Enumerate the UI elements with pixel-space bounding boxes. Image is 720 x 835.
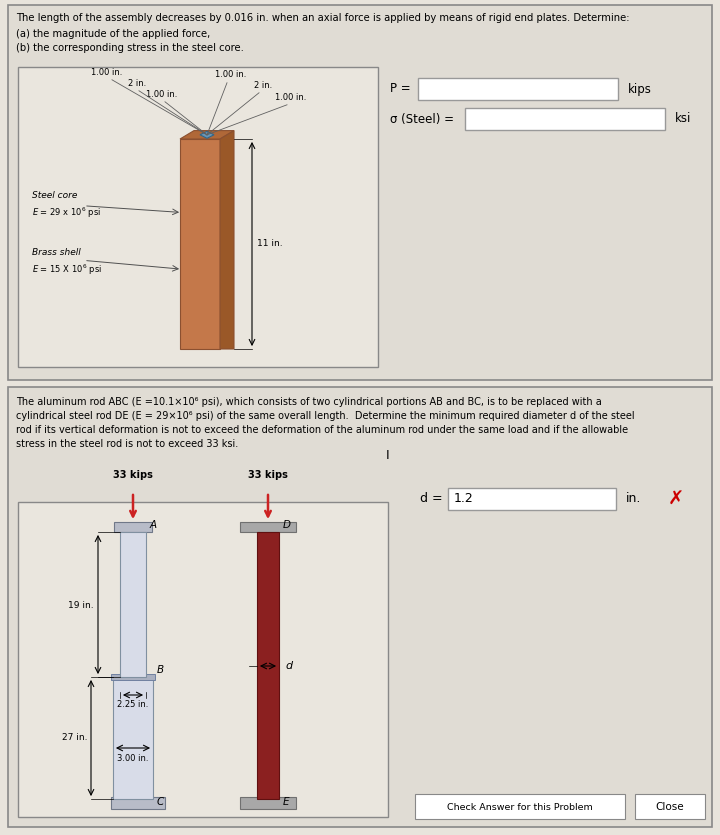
Bar [635, 794, 705, 819]
Bar [113, 677, 153, 799]
Text: 33 kips: 33 kips [113, 470, 153, 480]
Text: 1.00 in.: 1.00 in. [215, 70, 247, 78]
Text: 2 in.: 2 in. [128, 78, 146, 88]
Bar [465, 108, 665, 130]
Text: in.: in. [626, 493, 642, 505]
Text: The aluminum rod ABC (E =10.1×10⁶ psi), which consists of two cylindrical portio: The aluminum rod ABC (E =10.1×10⁶ psi), … [16, 397, 602, 407]
Text: d: d [285, 661, 292, 671]
Text: A: A [150, 520, 157, 530]
Text: (b) the corresponding stress in the steel core.: (b) the corresponding stress in the stee… [16, 43, 244, 53]
Text: B: B [157, 665, 164, 675]
Bar [8, 387, 712, 827]
Text: ✗: ✗ [668, 489, 685, 509]
Text: C: C [157, 797, 164, 807]
Bar [257, 532, 279, 799]
Text: σ (Steel) =: σ (Steel) = [390, 113, 454, 125]
Text: P =: P = [390, 83, 410, 95]
Bar [180, 139, 220, 349]
Text: kips: kips [628, 83, 652, 95]
Bar [418, 78, 618, 100]
Text: 2 in.: 2 in. [254, 81, 272, 90]
Text: 27 in.: 27 in. [61, 733, 87, 742]
Bar [448, 488, 616, 510]
Text: $E$ = 15 X 10$^6$ psi: $E$ = 15 X 10$^6$ psi [32, 262, 102, 276]
Text: Steel core: Steel core [32, 191, 77, 200]
Text: 3.00 in.: 3.00 in. [117, 754, 149, 763]
Polygon shape [200, 131, 214, 139]
Polygon shape [220, 130, 234, 349]
Bar [8, 5, 712, 380]
Bar [111, 674, 155, 680]
Bar [114, 522, 152, 532]
Text: 19 in.: 19 in. [68, 600, 94, 610]
Bar [415, 794, 625, 819]
Text: E: E [283, 797, 289, 807]
Text: The length of the assembly decreases by 0.016 in. when an axial force is applied: The length of the assembly decreases by … [16, 13, 629, 23]
Text: 1.00 in.: 1.00 in. [146, 90, 178, 99]
Text: 1.00 in.: 1.00 in. [275, 93, 307, 102]
Text: Close: Close [656, 802, 684, 812]
Bar [111, 797, 165, 809]
Bar [18, 67, 378, 367]
Text: Check Answer for this Problem: Check Answer for this Problem [447, 802, 593, 812]
Bar [18, 502, 388, 817]
Text: stress in the steel rod is not to exceed 33 ksi.: stress in the steel rod is not to exceed… [16, 439, 238, 449]
Text: $E$ = 29 x 10$^6$ psi: $E$ = 29 x 10$^6$ psi [32, 205, 101, 220]
Text: D: D [283, 520, 291, 530]
Text: 1.00 in.: 1.00 in. [91, 68, 122, 77]
Text: I: I [386, 449, 390, 462]
Polygon shape [180, 130, 234, 139]
Text: cylindrical steel rod DE (E = 29×10⁶ psi) of the same overall length.  Determine: cylindrical steel rod DE (E = 29×10⁶ psi… [16, 411, 634, 421]
Bar [240, 797, 296, 809]
Text: Brass shell: Brass shell [32, 248, 81, 257]
Text: 2.25 in.: 2.25 in. [117, 700, 149, 709]
Text: 11 in.: 11 in. [257, 240, 283, 249]
Text: (a) the magnitude of the applied force,: (a) the magnitude of the applied force, [16, 29, 210, 39]
Bar [120, 532, 146, 677]
Bar [240, 522, 296, 532]
Text: ksi: ksi [675, 113, 691, 125]
Text: 1.2: 1.2 [454, 493, 474, 505]
Text: d =: d = [420, 493, 443, 505]
Text: 33 kips: 33 kips [248, 470, 288, 480]
Text: rod if its vertical deformation is not to exceed the deformation of the aluminum: rod if its vertical deformation is not t… [16, 425, 628, 435]
